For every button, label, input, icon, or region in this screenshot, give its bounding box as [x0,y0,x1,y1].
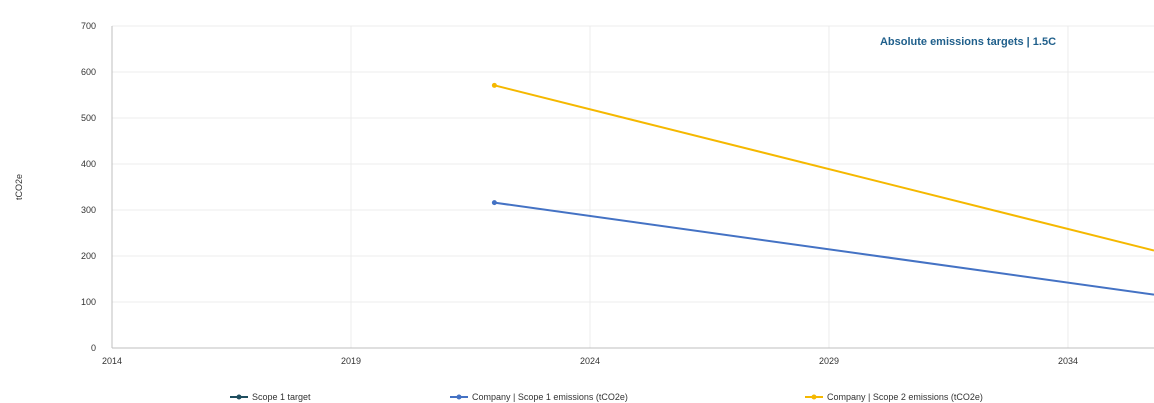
y-axis-title: tCO2e [14,174,24,200]
y-tick-label: 0 [91,343,96,353]
legend: Scope 1 target Company | Scope 1 emission… [230,392,983,402]
x-tick-label: 2019 [341,356,361,366]
y-tick-label: 100 [81,297,96,307]
chart-title: Absolute emissions targets | 1.5C [880,36,1056,48]
axes: 0 100 200 300 400 500 600 700 2014 2019 2024 2029 20… [81,21,1154,366]
legend-label: Scope 1 target [252,392,311,402]
x-tick-label: 2014 [102,356,122,366]
x-tick-label: 2029 [819,356,839,366]
series-1-line [494,201,1154,296]
y-tick-label: 300 [81,205,96,215]
y-tick-label: 200 [81,251,96,261]
x-tick-label: 2034 [1058,356,1078,366]
legend-swatch-marker [236,394,242,400]
y-tick-label: 500 [81,113,96,123]
y-tick-label: 400 [81,159,96,169]
y-tick-label: 600 [81,67,96,77]
series-2-point [491,82,497,88]
y-tick-label: 700 [81,21,96,31]
grid [111,25,1154,349]
x-tick-label: 2024 [580,356,600,366]
legend-swatch-marker [456,394,462,400]
legend-label: Company | Scope 1 emissions (tCO2e) [472,392,628,402]
series-2-line [494,84,1154,252]
legend-label: Company | Scope 2 emissions (tCO2e) [827,392,983,402]
legend-swatch-marker [811,394,817,400]
series [491,82,1154,296]
series-1-point [491,200,497,206]
